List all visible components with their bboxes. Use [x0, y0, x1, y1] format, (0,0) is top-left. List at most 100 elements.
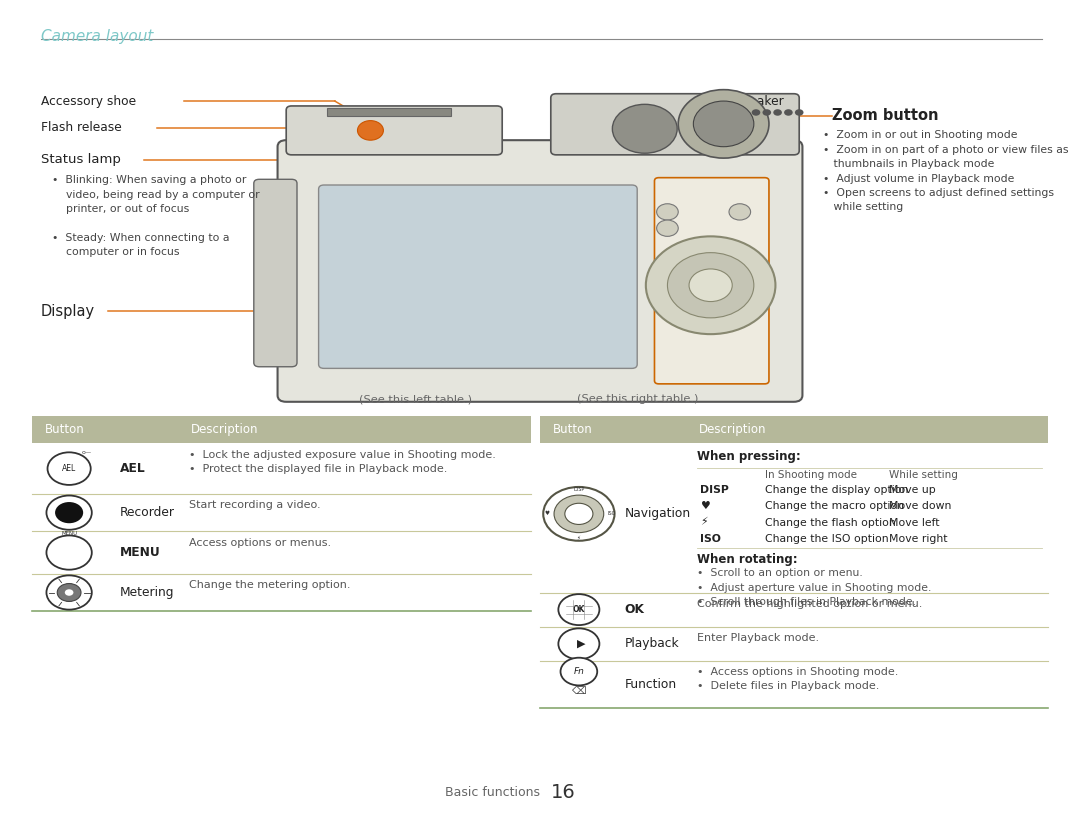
Text: ISO: ISO	[607, 511, 616, 517]
Text: ♥: ♥	[544, 511, 549, 517]
Text: In Shooting mode: In Shooting mode	[765, 470, 856, 480]
Bar	[540, 416, 1048, 443]
Text: AEL: AEL	[120, 462, 146, 475]
Text: Start recording a video.: Start recording a video.	[189, 500, 321, 510]
Text: Access options or menus.: Access options or menus.	[189, 538, 332, 548]
Text: Camera layout: Camera layout	[41, 29, 153, 43]
Circle shape	[46, 535, 92, 570]
Text: OK: OK	[572, 605, 585, 615]
Text: Display: Display	[41, 304, 95, 319]
Circle shape	[543, 487, 615, 541]
Text: Accessory shoe: Accessory shoe	[41, 95, 136, 108]
Circle shape	[773, 109, 782, 116]
Text: While setting: While setting	[889, 470, 958, 480]
Text: Fn: Fn	[573, 667, 584, 676]
Text: MENU: MENU	[120, 546, 161, 559]
Text: Description: Description	[699, 423, 767, 436]
Text: Navigation: Navigation	[624, 508, 691, 520]
Bar	[327, 108, 451, 116]
Text: •  Adjust aperture value in Shooting mode.: • Adjust aperture value in Shooting mode…	[697, 583, 931, 593]
Text: ▶: ▶	[577, 639, 585, 649]
FancyBboxPatch shape	[654, 178, 769, 384]
Circle shape	[762, 109, 771, 116]
Text: •  Delete files in Playback mode.: • Delete files in Playback mode.	[697, 681, 879, 691]
Circle shape	[784, 109, 793, 116]
Circle shape	[357, 121, 383, 140]
Text: Move up: Move up	[889, 485, 935, 495]
Text: OK: OK	[624, 603, 645, 616]
Text: ISO: ISO	[700, 534, 720, 544]
Text: Button: Button	[45, 423, 85, 436]
Text: •  Scroll to an option or menu.: • Scroll to an option or menu.	[697, 568, 862, 578]
Circle shape	[48, 452, 91, 485]
Text: •  Scroll through files in Playback mode.: • Scroll through files in Playback mode.	[697, 597, 916, 607]
Circle shape	[752, 109, 760, 116]
Circle shape	[558, 594, 599, 625]
Circle shape	[46, 575, 92, 610]
Circle shape	[561, 658, 597, 685]
Circle shape	[729, 204, 751, 220]
Circle shape	[667, 253, 754, 318]
Text: (See this left table.): (See this left table.)	[360, 394, 472, 404]
Text: •  Access options in Shooting mode.: • Access options in Shooting mode.	[697, 667, 897, 677]
Circle shape	[689, 269, 732, 302]
Text: •  Zoom in or out in Shooting mode
•  Zoom in on part of a photo or view files a: • Zoom in or out in Shooting mode • Zoom…	[823, 130, 1068, 213]
Text: Change the flash option: Change the flash option	[765, 518, 895, 527]
Circle shape	[57, 584, 81, 601]
Circle shape	[612, 104, 677, 153]
Circle shape	[554, 496, 604, 533]
FancyBboxPatch shape	[254, 179, 297, 367]
Text: Basic functions: Basic functions	[445, 786, 540, 799]
Text: Move down: Move down	[889, 501, 951, 511]
Text: Status lamp: Status lamp	[41, 153, 121, 166]
Text: •  Blinking: When saving a photo or
    video, being read by a computer or
    p: • Blinking: When saving a photo or video…	[52, 175, 259, 258]
Bar	[32, 416, 531, 443]
Circle shape	[558, 628, 599, 659]
Text: Function: Function	[624, 678, 677, 691]
Text: DISP: DISP	[573, 487, 584, 492]
Text: (See this right table.): (See this right table.)	[577, 394, 698, 404]
FancyBboxPatch shape	[278, 140, 802, 402]
Text: Confirm the highlighted option or menu.: Confirm the highlighted option or menu.	[697, 599, 922, 609]
Text: •  Protect the displayed file in Playback mode.: • Protect the displayed file in Playback…	[189, 464, 447, 474]
FancyBboxPatch shape	[319, 185, 637, 368]
Text: Zoom button: Zoom button	[832, 108, 939, 123]
Circle shape	[678, 90, 769, 158]
Text: When rotating:: When rotating:	[697, 553, 797, 566]
Text: DISP: DISP	[700, 485, 729, 495]
Text: ⌫: ⌫	[571, 686, 586, 696]
Text: ⚡: ⚡	[700, 518, 707, 527]
Text: Playback: Playback	[624, 637, 679, 650]
Circle shape	[693, 101, 754, 147]
Text: Metering: Metering	[120, 586, 174, 599]
Text: Enter Playback mode.: Enter Playback mode.	[697, 633, 819, 643]
FancyBboxPatch shape	[286, 106, 502, 155]
Text: Recorder: Recorder	[120, 506, 175, 519]
Circle shape	[657, 204, 678, 220]
Text: Change the display option: Change the display option	[765, 485, 908, 495]
Text: ⚡: ⚡	[577, 535, 581, 541]
FancyBboxPatch shape	[551, 94, 799, 155]
Text: MENU: MENU	[62, 531, 77, 536]
Text: When pressing:: When pressing:	[697, 450, 800, 463]
Circle shape	[55, 502, 83, 523]
Circle shape	[646, 236, 775, 334]
Text: AEL: AEL	[62, 464, 77, 474]
Text: Change the metering option.: Change the metering option.	[189, 580, 351, 590]
Text: o—: o—	[81, 450, 92, 455]
Text: Move left: Move left	[889, 518, 940, 527]
Text: Change the macro option: Change the macro option	[765, 501, 904, 511]
Text: 16: 16	[551, 782, 576, 802]
Circle shape	[65, 589, 73, 596]
Text: Move right: Move right	[889, 534, 947, 544]
Text: Flash release: Flash release	[41, 121, 122, 134]
Text: Button: Button	[553, 423, 593, 436]
Circle shape	[565, 504, 593, 525]
Text: Speaker: Speaker	[734, 95, 784, 108]
Text: •  Lock the adjusted exposure value in Shooting mode.: • Lock the adjusted exposure value in Sh…	[189, 450, 496, 460]
Text: ♥: ♥	[700, 501, 710, 511]
Text: Description: Description	[191, 423, 259, 436]
Circle shape	[46, 496, 92, 530]
Text: Change the ISO option: Change the ISO option	[765, 534, 888, 544]
Circle shape	[657, 220, 678, 236]
